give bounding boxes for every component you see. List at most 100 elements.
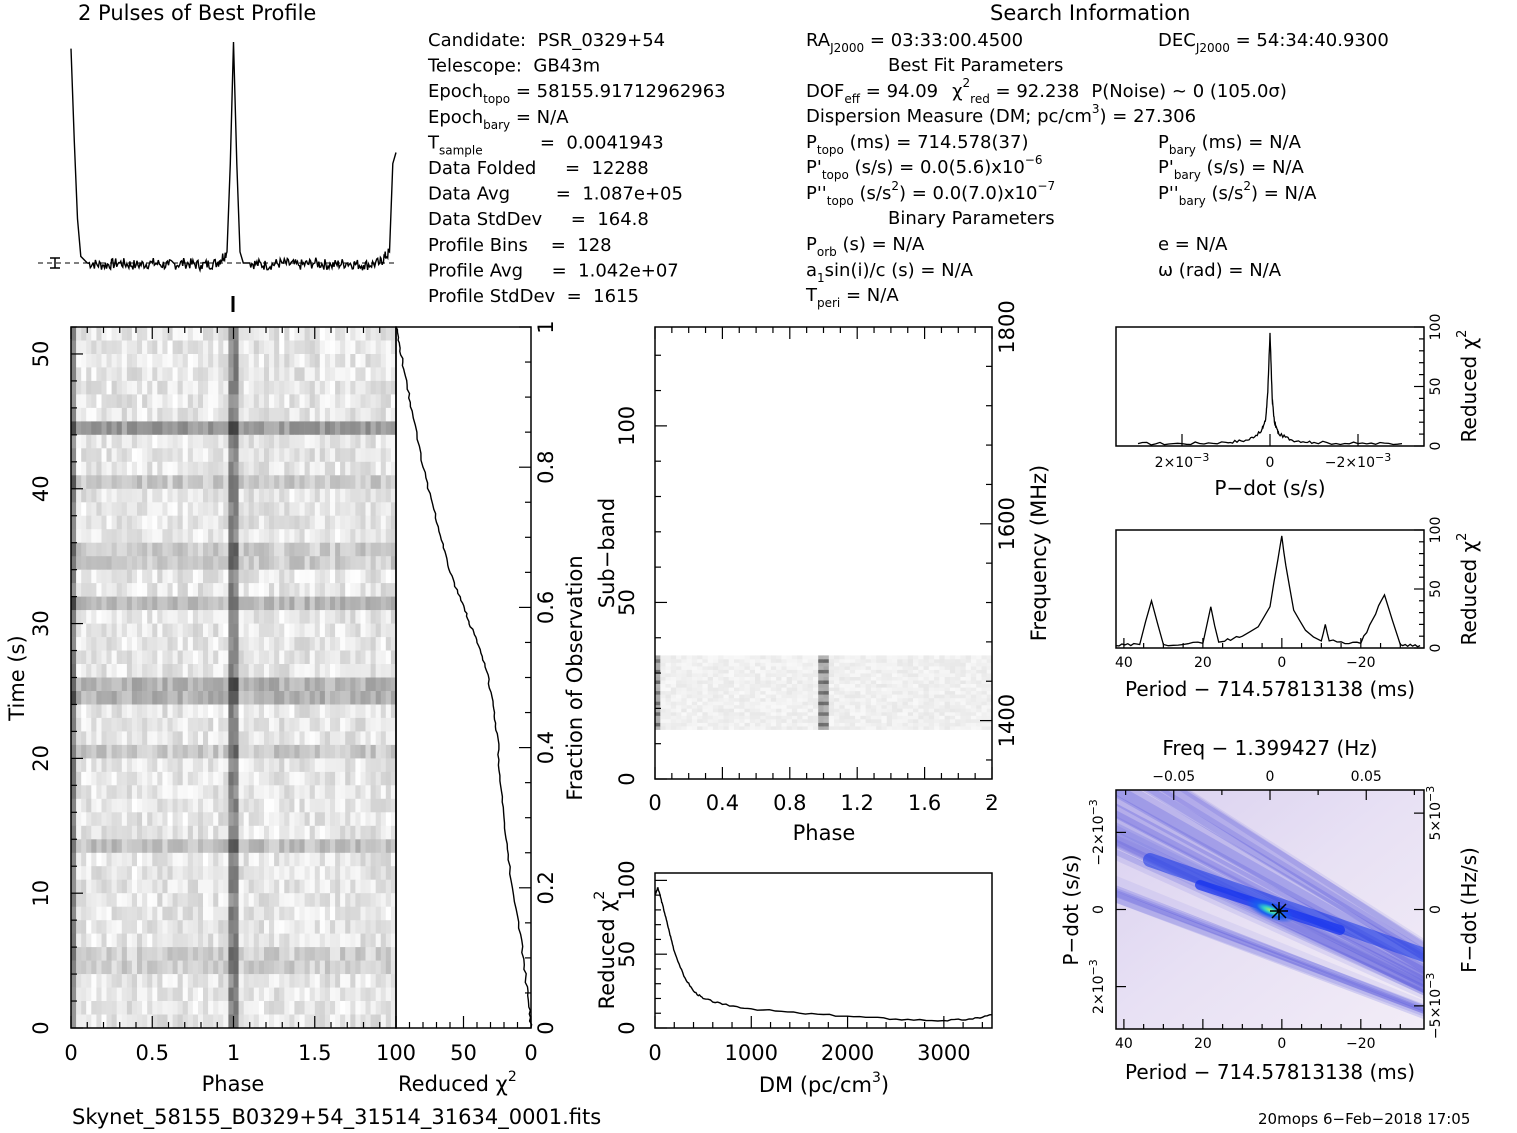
time-phase-cell: [309, 744, 316, 759]
subband-cell: [791, 722, 798, 727]
time-phase-cell: [350, 825, 356, 840]
subband-cell: [923, 687, 930, 692]
time-phase-cell: [96, 1014, 102, 1029]
time-phase-cell: [142, 380, 148, 395]
subband-cell: [839, 680, 845, 684]
subband-cell: [907, 687, 914, 692]
subband-cell: [770, 658, 777, 663]
time-phase-cell: [198, 839, 204, 854]
time-phase-cell: [304, 354, 310, 368]
time-phase-cell: [177, 704, 183, 719]
time-phase-cell: [91, 488, 97, 503]
time-phase-cell: [330, 1014, 336, 1029]
time-phase-cell: [233, 354, 239, 368]
time-phase-cell: [86, 475, 92, 490]
subband-cell: [876, 704, 882, 709]
time-phase-cell: [370, 529, 376, 543]
time-phase-cell: [147, 785, 153, 800]
time-phase-cell: [126, 596, 133, 611]
subband-cell: [686, 726, 693, 730]
time-phase-cell: [340, 974, 346, 988]
time-phase-cell: [177, 974, 183, 988]
time-phase-cell: [223, 785, 229, 800]
time-phase-cell: [192, 327, 199, 341]
time-phase-cell: [319, 327, 326, 341]
time-phase-cell: [269, 677, 275, 692]
subband-cell: [881, 726, 888, 730]
time-phase-cell: [314, 974, 321, 988]
time-phase-cell: [86, 987, 92, 1002]
time-phase-cell: [284, 461, 290, 476]
time-phase-cell: [157, 758, 163, 773]
time-phase-cell: [258, 758, 265, 773]
time-phase-cell: [76, 529, 82, 543]
subband-cell: [855, 662, 861, 667]
time-phase-cell: [126, 879, 133, 894]
time-phase-cell: [238, 448, 244, 463]
subband-cell: [892, 701, 898, 706]
time-phase-cell: [385, 421, 392, 436]
time-phase-cell: [192, 502, 199, 517]
time-phase-cell: [137, 475, 143, 490]
subband-cell: [818, 690, 824, 695]
time-phase-cell: [294, 704, 300, 719]
time-phase-cell: [203, 974, 209, 988]
time-phase-cell: [274, 542, 280, 557]
subband-cell: [776, 711, 782, 716]
time-phase-cell: [365, 583, 371, 597]
time-phase-cell: [157, 394, 163, 409]
time-phase-cell: [187, 812, 194, 827]
time-phase-cell: [309, 920, 316, 934]
subband-cell: [755, 673, 761, 677]
time-phase-cell: [269, 920, 275, 934]
subband-cell: [723, 666, 730, 670]
time-phase-cell: [370, 717, 376, 732]
time-phase-cell: [289, 448, 295, 463]
time-phase-cell: [264, 920, 270, 934]
subband-cell: [965, 701, 972, 706]
time-phase-cell: [330, 798, 336, 813]
time-phase-cell: [304, 394, 310, 409]
subband-cell: [928, 655, 935, 660]
subband-cell: [876, 726, 882, 730]
time-phase-cell: [71, 461, 77, 476]
time-phase-cell: [279, 354, 285, 368]
subband-cell: [660, 680, 666, 684]
time-phase-cell: [71, 691, 77, 705]
subband-cell: [976, 726, 982, 730]
time-phase-cell: [116, 569, 123, 584]
time-phase-cell: [137, 327, 143, 341]
subband-cell: [886, 690, 893, 695]
time-phase-cell: [360, 434, 366, 449]
time-phase-cell: [142, 717, 148, 732]
subband-cell: [670, 722, 677, 727]
time-phase-cell: [147, 691, 153, 705]
time-phase-cell: [345, 664, 351, 678]
subband-cell: [691, 690, 698, 695]
time-phase-cell: [314, 434, 321, 449]
subband-cell: [776, 704, 782, 709]
time-phase-cell: [208, 933, 214, 948]
time-phase-cell: [172, 920, 178, 934]
subband-cell: [702, 715, 709, 720]
subband-cell: [755, 708, 761, 713]
time-phase-cell: [152, 785, 158, 800]
subband-cell: [949, 655, 956, 660]
time-phase-cell: [172, 610, 178, 624]
time-phase-cell: [299, 691, 305, 705]
time-phase-cell: [370, 812, 376, 827]
time-phase-cell: [319, 542, 326, 557]
time-phase-cell: [172, 394, 178, 409]
time-phase-cell: [177, 610, 183, 624]
subband-cell: [707, 711, 714, 716]
time-phase-cell: [335, 367, 341, 382]
time-phase-cell: [116, 785, 123, 800]
time-phase-cell: [243, 407, 250, 422]
info-left-line: Profile Bins = 128: [428, 235, 612, 256]
time-phase-cell: [309, 879, 316, 894]
time-phase-cell: [258, 596, 265, 611]
time-phase-cell: [223, 974, 229, 988]
time-phase-cell: [147, 340, 153, 355]
time-phase-cell: [86, 407, 92, 422]
time-phase-cell: [177, 906, 183, 921]
